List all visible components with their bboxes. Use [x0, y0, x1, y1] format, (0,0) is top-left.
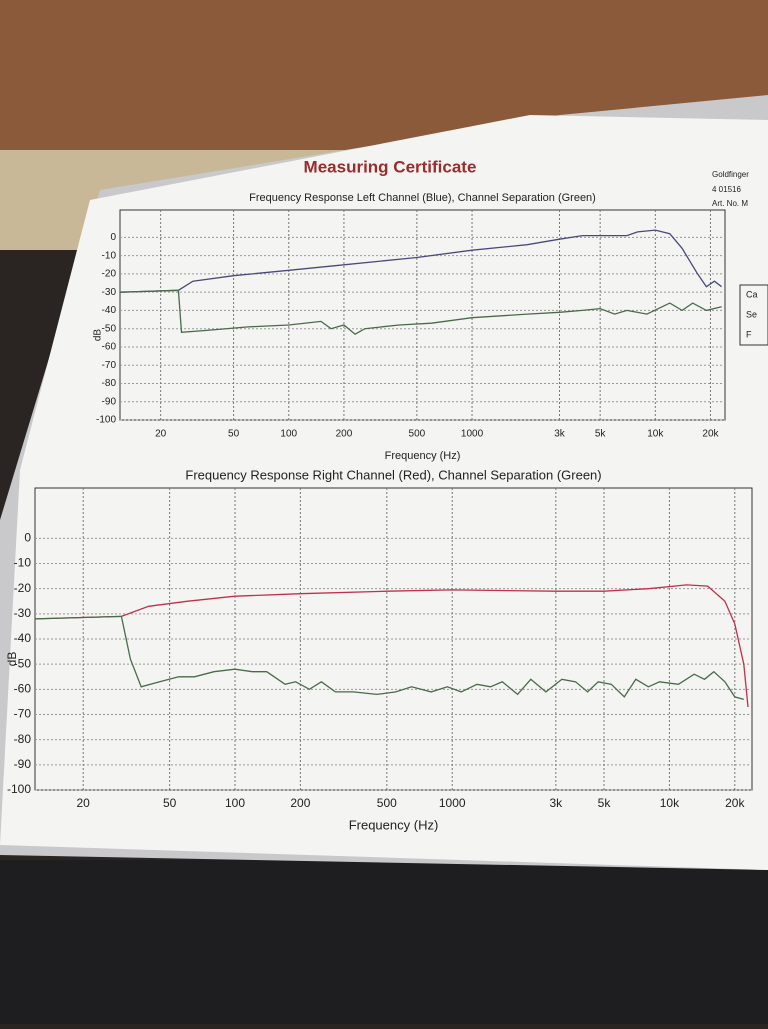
y-tick-label: -100	[96, 415, 116, 426]
y-tick-label: -20	[102, 269, 117, 280]
y-tick-label: -50	[14, 656, 32, 670]
series-line	[34, 615, 744, 701]
x-tick-label: 20	[77, 796, 91, 810]
x-tick-label: 5k	[598, 796, 612, 810]
side-text: Art. No. M	[712, 199, 748, 208]
side-cell: Ca	[746, 289, 758, 299]
x-tick-label: 20k	[702, 429, 719, 440]
side-table	[739, 284, 768, 346]
y-tick-label: -80	[102, 378, 117, 389]
chart-title: Frequency Response Right Channel (Red), …	[185, 467, 601, 482]
x-tick-label: 100	[280, 429, 297, 440]
x-tick-label: 500	[409, 429, 426, 440]
x-tick-label: 200	[336, 429, 353, 440]
plot-area	[119, 209, 726, 421]
x-tick-label: 50	[163, 796, 177, 810]
x-axis-label: Frequency (Hz)	[385, 450, 461, 462]
y-tick-label: -40	[102, 305, 117, 316]
y-tick-label: -30	[14, 606, 32, 620]
y-tick-label: -10	[14, 556, 32, 570]
series-line	[119, 289, 722, 335]
y-tick-label: -10	[102, 250, 117, 261]
y-tick-label: -20	[14, 581, 32, 595]
y-tick-label: 0	[110, 232, 116, 243]
y-tick-label: -60	[14, 682, 32, 696]
y-tick-label: -40	[14, 631, 32, 645]
side-text: 4 01516	[712, 185, 741, 194]
series-line	[34, 584, 749, 708]
y-tick-label: -50	[102, 323, 117, 334]
series-line	[119, 229, 722, 293]
paper	[0, 115, 768, 870]
y-tick-label: 0	[24, 531, 31, 545]
y-tick-label: -70	[14, 707, 32, 721]
x-tick-label: 20k	[725, 796, 745, 810]
x-tick-label: 20	[155, 429, 167, 440]
x-tick-label: 10k	[660, 796, 680, 810]
x-tick-label: 3k	[550, 796, 564, 810]
y-axis-label: dB	[93, 329, 104, 342]
x-tick-label: 200	[290, 796, 310, 810]
y-axis-label: dB	[5, 652, 19, 667]
y-tick-label: -90	[102, 396, 117, 407]
y-tick-label: -80	[14, 732, 32, 746]
x-tick-label: 5k	[595, 429, 607, 440]
certificate-title: Measuring Certificate	[304, 157, 477, 176]
x-tick-label: 1000	[439, 796, 466, 810]
lap	[0, 860, 768, 1024]
x-tick-label: 3k	[554, 429, 566, 440]
x-tick-label: 10k	[647, 429, 664, 440]
y-tick-label: -100	[7, 782, 31, 796]
side-cell: Se	[746, 309, 757, 319]
x-tick-label: 500	[377, 796, 397, 810]
x-tick-label: 50	[228, 429, 240, 440]
side-cell: F	[746, 329, 752, 339]
y-tick-label: -30	[102, 287, 117, 298]
x-axis-label: Frequency (Hz)	[349, 817, 439, 832]
chart-title: Frequency Response Left Channel (Blue), …	[249, 192, 596, 204]
side-text: Goldfinger	[712, 170, 749, 179]
x-tick-label: 1000	[461, 429, 484, 440]
y-tick-label: -60	[102, 342, 117, 353]
x-tick-label: 100	[225, 796, 245, 810]
y-tick-label: -90	[14, 757, 32, 771]
y-tick-label: -70	[102, 360, 117, 371]
